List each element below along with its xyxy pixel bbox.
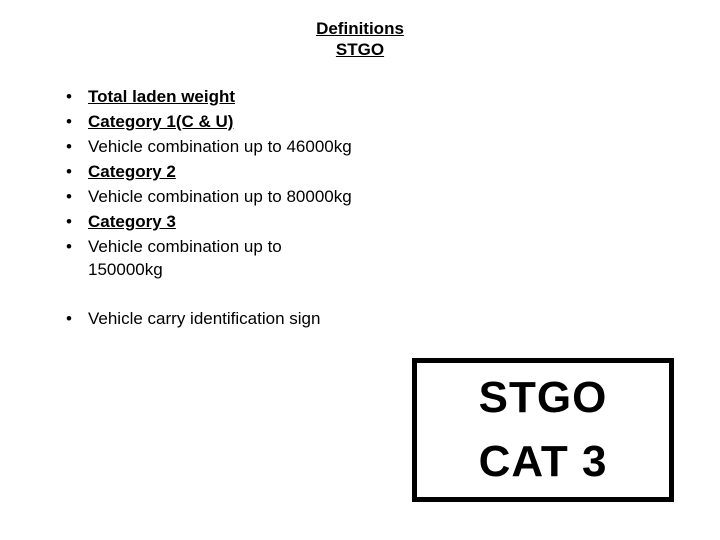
- bullet-text: Vehicle combination up to 150000kg: [88, 237, 282, 279]
- title-line-2: STGO: [0, 39, 720, 60]
- list-item: Vehicle combination up to 46000kg: [60, 136, 360, 159]
- bullet-text: Category 1(C & U): [88, 112, 233, 131]
- bullet-text: Vehicle combination up to 80000kg: [88, 187, 352, 206]
- sign-line-2: CAT 3: [479, 439, 608, 485]
- list-item: Category 3: [60, 211, 360, 234]
- bullet-text: Total laden weight: [88, 87, 235, 106]
- list-item: Vehicle combination up to 150000kg: [60, 236, 360, 282]
- list-item: Category 2: [60, 161, 360, 184]
- bullet-list-region: Total laden weight Category 1(C & U) Veh…: [60, 86, 360, 332]
- title-line-1: Definitions: [0, 18, 720, 39]
- stgo-sign: STGO CAT 3: [412, 358, 674, 502]
- slide-title: Definitions STGO: [0, 0, 720, 61]
- list-item: Vehicle combination up to 80000kg: [60, 186, 360, 209]
- bullet-text: Vehicle carry identification sign: [88, 309, 320, 328]
- bullet-list-main: Total laden weight Category 1(C & U) Veh…: [60, 86, 360, 282]
- list-item: Total laden weight: [60, 86, 360, 109]
- slide: Definitions STGO Total laden weight Cate…: [0, 0, 720, 540]
- bullet-text: Vehicle combination up to 46000kg: [88, 137, 352, 156]
- list-item: Vehicle carry identification sign: [60, 308, 360, 331]
- bullet-list-secondary: Vehicle carry identification sign: [60, 308, 360, 331]
- bullet-text: Category 3: [88, 212, 176, 231]
- list-gap: [60, 284, 360, 308]
- sign-line-1: STGO: [479, 375, 608, 421]
- list-item: Category 1(C & U): [60, 111, 360, 134]
- bullet-text: Category 2: [88, 162, 176, 181]
